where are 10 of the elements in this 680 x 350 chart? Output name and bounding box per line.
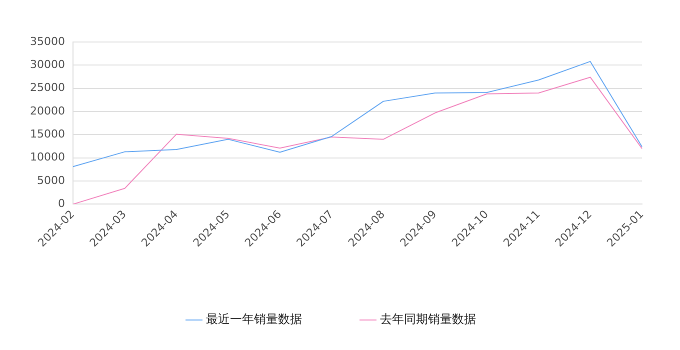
y-tick-label: 0	[58, 197, 65, 210]
y-tick-label: 35000	[30, 34, 65, 48]
legend-label: 去年同期销量数据	[380, 312, 476, 326]
y-tick-label: 30000	[30, 58, 65, 72]
y-tick-label: 20000	[30, 104, 65, 118]
y-tick-label: 10000	[30, 150, 65, 164]
y-tick-label: 5000	[36, 174, 65, 187]
legend-label: 最近一年销量数据	[206, 312, 302, 326]
y-tick-label: 15000	[30, 128, 65, 141]
y-tick-label: 25000	[30, 81, 65, 94]
